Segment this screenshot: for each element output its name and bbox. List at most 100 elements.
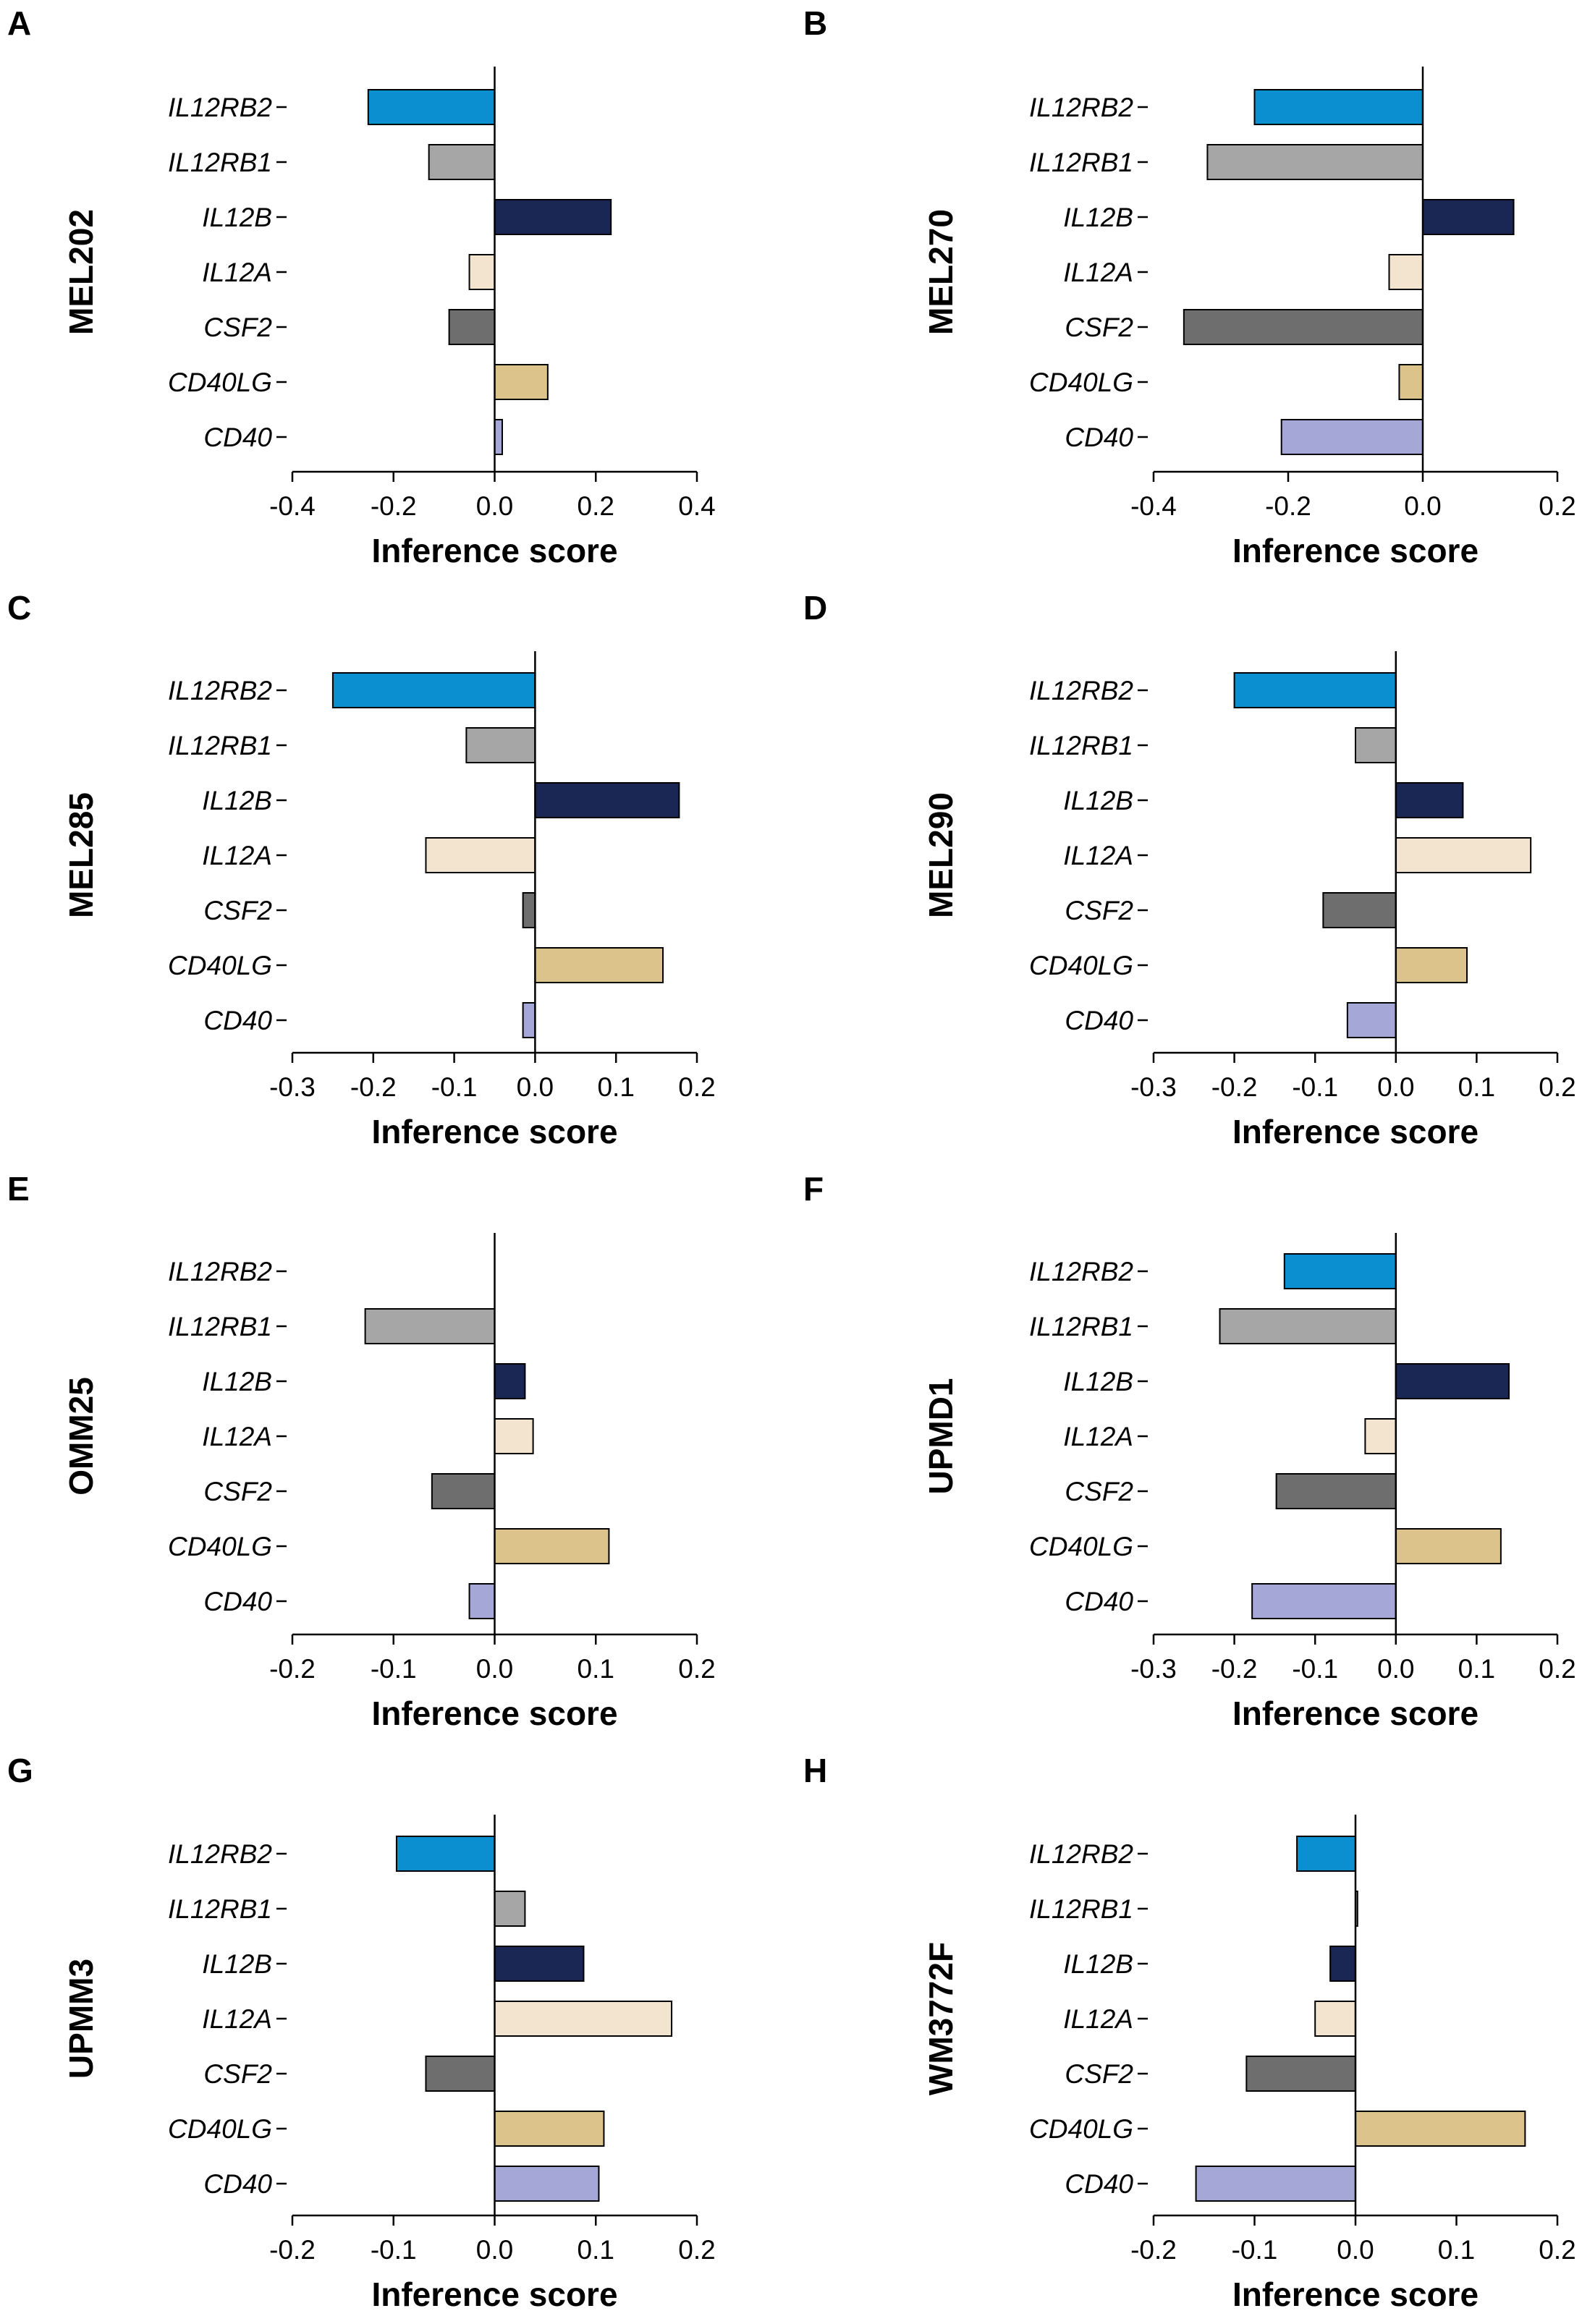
x-tick-label: 0.0 <box>1404 491 1441 521</box>
panel-h: H WM3772F IL12RB2 IL12RB1 IL12B IL12A CSF2 CD40… <box>803 1752 1576 2313</box>
gene-label-il12a: IL12A <box>202 258 272 287</box>
x-tick-label: 0.2 <box>1539 491 1575 521</box>
x-tick-label: -0.1 <box>371 2235 417 2265</box>
bar-cd40 <box>494 419 503 455</box>
bar-il12a <box>468 254 496 290</box>
bar-il12a <box>1395 837 1532 873</box>
bar-il12a <box>425 837 536 873</box>
x-tick-label: -0.2 <box>269 2235 316 2265</box>
gene-label-cd40lg: CD40LG <box>1029 368 1133 397</box>
bar-cd40lg <box>534 947 664 983</box>
x-tick-label: -0.2 <box>1211 1654 1258 1684</box>
x-tick-label: 0.1 <box>1458 1072 1495 1102</box>
gene-label-il12rb2: IL12RB2 <box>168 1839 272 1869</box>
x-tick-label: -0.2 <box>1130 2235 1177 2265</box>
sample-label: MEL285 <box>62 792 100 918</box>
x-tick-label: 0.2 <box>678 1072 715 1102</box>
x-tick-label: 0.4 <box>678 491 715 521</box>
gene-label-il12b: IL12B <box>202 1949 272 1979</box>
gene-label-cd40: CD40 <box>1065 1006 1133 1035</box>
x-tick-label: 0.2 <box>678 2235 715 2265</box>
x-tick-label: 0.2 <box>578 491 614 521</box>
panel-c: C MEL285 IL12RB2 IL12RB1 IL12B IL12A CSF2 CD40L… <box>7 589 716 1150</box>
gene-label-cd40lg: CD40LG <box>168 1532 272 1561</box>
x-tick-label: 0.1 <box>578 2235 614 2265</box>
gene-label-il12a: IL12A <box>202 1422 272 1451</box>
bar-il12a <box>1364 1418 1397 1454</box>
x-tick-label: -0.1 <box>431 1072 478 1102</box>
gene-label-il12b: IL12B <box>1063 203 1133 232</box>
sample-label: MEL290 <box>922 792 960 918</box>
x-axis-title: Inference score <box>371 532 617 569</box>
gene-label-csf2: CSF2 <box>1065 1477 1133 1506</box>
bar-il12a <box>494 2001 673 2037</box>
bar-csf2 <box>1322 892 1397 928</box>
bar-csf2 <box>448 309 496 345</box>
x-tick-label: 0.0 <box>476 2235 513 2265</box>
bar-csf2 <box>522 892 536 928</box>
gene-label-il12rb1: IL12RB1 <box>1029 1312 1133 1341</box>
bar-csf2 <box>431 1473 496 1509</box>
gene-label-cd40lg: CD40LG <box>168 951 272 980</box>
gene-label-il12rb1: IL12RB1 <box>168 1894 272 1924</box>
gene-label-il12rb2: IL12RB2 <box>1029 93 1133 122</box>
bar-cd40lg <box>1398 364 1424 400</box>
bar-cd40 <box>1280 419 1424 455</box>
x-tick-label: -0.2 <box>1265 491 1311 521</box>
bar-cd40lg <box>1395 1528 1502 1564</box>
x-tick-label: -0.2 <box>371 491 417 521</box>
panel-letter: A <box>7 4 31 42</box>
gene-label-il12rb1: IL12RB1 <box>168 148 272 177</box>
gene-label-il12rb2: IL12RB2 <box>1029 676 1133 705</box>
gene-label-il12rb1: IL12RB1 <box>168 731 272 760</box>
x-axis-title: Inference score <box>1232 532 1479 569</box>
gene-label-il12rb1: IL12RB1 <box>1029 1894 1133 1924</box>
bar-il12rb2 <box>367 89 496 125</box>
gene-label-cd40lg: CD40LG <box>168 368 272 397</box>
gene-label-il12b: IL12B <box>202 786 272 815</box>
bar-il12b <box>1422 199 1515 235</box>
bar-csf2 <box>1183 309 1424 345</box>
panel-letter: B <box>803 4 827 42</box>
bar-il12rb1 <box>364 1308 496 1344</box>
gene-label-il12rb2: IL12RB2 <box>1029 1839 1133 1869</box>
bar-il12b <box>1329 1946 1356 1982</box>
sample-label: MEL270 <box>922 209 960 335</box>
x-axis-title: Inference score <box>371 2276 617 2313</box>
gene-label-cd40lg: CD40LG <box>168 2114 272 2144</box>
gene-label-il12a: IL12A <box>1063 841 1133 870</box>
gene-label-il12a: IL12A <box>202 841 272 870</box>
bar-il12a <box>1388 254 1424 290</box>
bar-cd40 <box>468 1583 496 1619</box>
bar-cd40lg <box>494 1528 610 1564</box>
sample-label: MEL202 <box>62 209 100 335</box>
panel-letter: E <box>7 1170 30 1208</box>
bar-il12rb2 <box>1233 672 1397 708</box>
x-axis-title: Inference score <box>1232 1695 1479 1732</box>
gene-label-il12rb2: IL12RB2 <box>168 676 272 705</box>
bar-il12b <box>1395 1363 1510 1399</box>
bar-il12rb2 <box>331 672 536 708</box>
panel-letter: C <box>7 589 31 627</box>
gene-label-cd40: CD40 <box>1065 1587 1133 1616</box>
gene-label-il12a: IL12A <box>1063 1422 1133 1451</box>
gene-label-cd40lg: CD40LG <box>1029 951 1133 980</box>
x-tick-label: 0.1 <box>1458 1654 1495 1684</box>
gene-label-il12b: IL12B <box>1063 786 1133 815</box>
x-tick-label: 0.2 <box>1539 1072 1575 1102</box>
bar-cd40lg <box>494 364 549 400</box>
bar-il12b <box>494 1946 585 1982</box>
bar-csf2 <box>1275 1473 1397 1509</box>
gene-label-cd40: CD40 <box>203 423 272 452</box>
sample-label: WM3772F <box>922 1942 960 2095</box>
sample-label: UPMD1 <box>922 1378 960 1494</box>
panel-d: D MEL290 IL12RB2 IL12RB1 IL12B IL12A CSF2 CD40L… <box>803 589 1576 1150</box>
bar-cd40 <box>1195 2166 1356 2202</box>
bar-il12rb1 <box>465 727 536 763</box>
x-tick-label: -0.1 <box>1292 1072 1338 1102</box>
bar-il12rb1 <box>428 144 496 180</box>
bar-il12b <box>494 1363 526 1399</box>
bar-cd40 <box>1251 1583 1397 1619</box>
x-tick-label: -0.4 <box>1130 491 1177 521</box>
